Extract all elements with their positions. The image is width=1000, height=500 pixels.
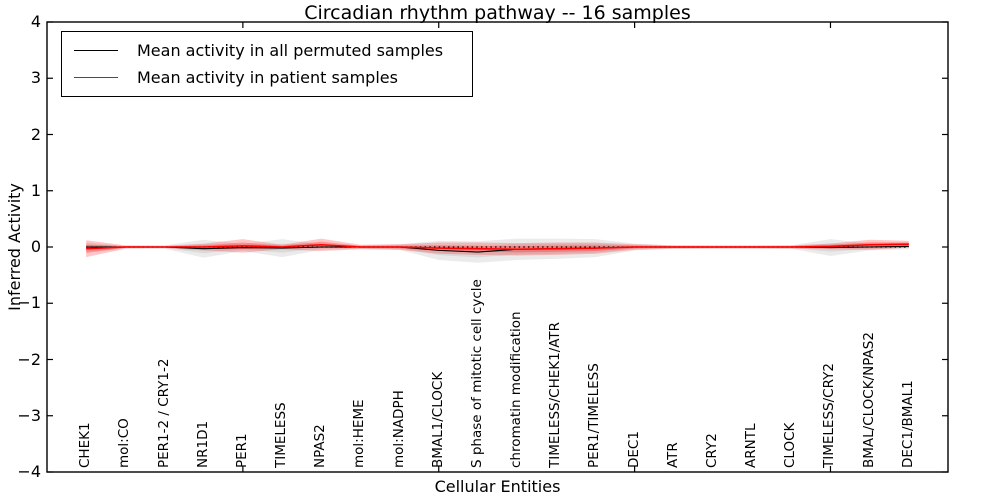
x-category-label: mol:NADPH [390,390,407,468]
x-category-label: PER1-2 / CRY1-2 [155,358,172,468]
y-tick-label: 0 [30,237,41,256]
x-category-label: mol:CO [116,418,133,468]
x-category-label: PER1/TIMELESS [586,363,603,468]
x-category-label: ARNTL [743,423,760,468]
x-category-label: ATR [664,442,681,468]
y-tick-label: −3 [17,405,41,425]
y-tick-label: −1 [17,293,41,313]
x-category-label: TIMELESS/CHEK1/ATR [547,321,564,468]
x-category-label: DEC1/BMAL1 [899,380,916,468]
x-category-label: BMAL1/CLOCK [429,371,446,468]
x-category-label: CLOCK [782,422,799,468]
legend-label: Mean activity in all permuted samples [137,40,444,60]
patient-band-outer [86,238,909,258]
x-category-label: mol:HEME [351,399,368,468]
x-category-label: chromatin modification [508,311,525,468]
legend-item-patient: Mean activity in patient samples [62,68,472,87]
patient-band-inner [86,241,909,253]
legend: Mean activity in all permuted samples Me… [61,31,473,97]
x-category-label: NPAS2 [312,424,329,468]
legend-item-permuted: Mean activity in all permuted samples [62,41,472,60]
plot-frame [46,21,949,473]
x-category-label: NR1D1 [194,420,211,468]
y-tick-label: −2 [17,349,41,369]
permuted-line-sample [74,49,118,51]
chart-title: Circadian rhythm pathway -- 16 samples [304,2,691,24]
x-category-label: BMAL/CLOCK/NPAS2 [860,332,877,468]
patient-mean-line [86,243,909,251]
y-tick-label: −4 [17,462,41,481]
x-category-label: CHEK1 [77,422,94,468]
x-category-label: TIMELESS/CRY2 [821,363,838,468]
x-axis-label: Cellular Entities [434,477,561,496]
x-category-label: DEC1 [625,431,642,468]
x-category-label: PER1 [233,433,250,468]
patient-line-sample [74,77,118,79]
y-tick-label: 2 [30,124,41,144]
x-category-label: TIMELESS [273,402,290,468]
x-category-label: S phase of mitotic cell cycle [468,279,485,468]
y-tick-label: 3 [30,68,41,88]
x-category-label: CRY2 [703,433,720,468]
y-tick-label: 1 [30,180,41,200]
y-tick-label: 4 [30,12,41,31]
legend-label: Mean activity in patient samples [137,68,398,88]
